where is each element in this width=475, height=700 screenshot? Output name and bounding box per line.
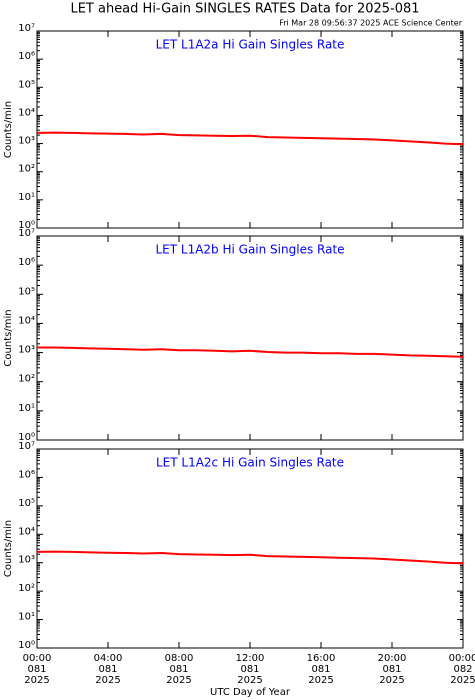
- x-tick-day: 081: [382, 664, 401, 675]
- y-tick-label: 10²: [18, 164, 35, 175]
- y-axis-label: Counts/min: [3, 309, 14, 366]
- data-line: [37, 346, 464, 358]
- y-tick-label: 10⁰: [18, 640, 35, 651]
- x-tick-year: 2025: [24, 675, 49, 686]
- chart-subtitle: Fri Mar 28 09:56:37 2025 ACE Science Cen…: [279, 19, 463, 28]
- x-axis-label: UTC Day of Year: [210, 687, 291, 698]
- x-tick-year: 2025: [237, 675, 262, 686]
- y-tick-label: 10⁴: [18, 107, 35, 118]
- x-tick-day: 082: [453, 664, 472, 675]
- y-tick-label: 10⁰: [18, 220, 35, 231]
- y-tick-label: 10⁰: [18, 432, 35, 443]
- data-line: [36, 550, 464, 565]
- data-line: [36, 131, 464, 146]
- x-tick-year: 2025: [95, 675, 120, 686]
- y-tick-label: 10²: [18, 583, 35, 594]
- panel-title: LET L1A2c Hi Gain Singles Rate: [156, 456, 344, 470]
- x-tick-day: 081: [240, 664, 259, 675]
- y-tick-label: 10³: [18, 345, 35, 356]
- y-axis-label: Counts/min: [3, 520, 14, 577]
- y-tick-label: 10⁶: [18, 469, 35, 480]
- y-axis-label: Counts/min: [3, 101, 14, 158]
- y-tick-label: 10⁶: [18, 257, 35, 268]
- y-tick-label: 10¹: [18, 403, 35, 414]
- panel-title: LET L1A2a Hi Gain Singles Rate: [156, 38, 345, 52]
- y-tick-label: 10⁴: [18, 315, 35, 326]
- y-tick-label: 10³: [18, 136, 35, 147]
- x-tick-label: 08:00: [165, 653, 194, 664]
- x-tick-label: 16:00: [307, 653, 336, 664]
- plot-frame: [36, 448, 464, 649]
- x-tick-label: 12:00: [236, 653, 265, 664]
- x-tick-year: 2025: [379, 675, 404, 686]
- y-tick-label: 10¹: [18, 192, 35, 203]
- y-tick-label: 10⁶: [18, 51, 35, 62]
- x-tick-day: 081: [98, 664, 117, 675]
- y-tick-label: 10⁴: [18, 526, 35, 537]
- y-tick-label: 10⁵: [18, 498, 35, 509]
- chart-title: LET ahead Hi-Gain SINGLES RATES Data for…: [70, 2, 419, 17]
- y-tick-label: 10²: [18, 374, 35, 385]
- x-tick-label: 04:00: [94, 653, 123, 664]
- plot-frame: [36, 235, 464, 441]
- y-tick-label: 10⁵: [18, 286, 35, 297]
- x-tick-year: 2025: [166, 675, 191, 686]
- x-tick-day: 081: [27, 664, 46, 675]
- plot-frame: [36, 30, 464, 229]
- x-tick-label: 00:00: [23, 653, 52, 664]
- x-tick-year: 2025: [308, 675, 333, 686]
- y-tick-label: 10⁵: [18, 79, 35, 90]
- y-tick-label: 10¹: [18, 612, 35, 623]
- y-tick-label: 10³: [18, 555, 35, 566]
- panel-title: LET L1A2b Hi Gain Singles Rate: [155, 243, 344, 257]
- x-tick-year: 2025: [450, 675, 475, 686]
- x-tick-day: 081: [311, 664, 330, 675]
- y-tick-label: 10⁷: [18, 228, 35, 239]
- y-tick-label: 10⁷: [18, 23, 35, 34]
- x-tick-label: 20:00: [378, 653, 407, 664]
- x-tick-day: 081: [169, 664, 188, 675]
- y-tick-label: 10⁷: [18, 441, 35, 452]
- x-tick-label: 00:00: [449, 653, 475, 664]
